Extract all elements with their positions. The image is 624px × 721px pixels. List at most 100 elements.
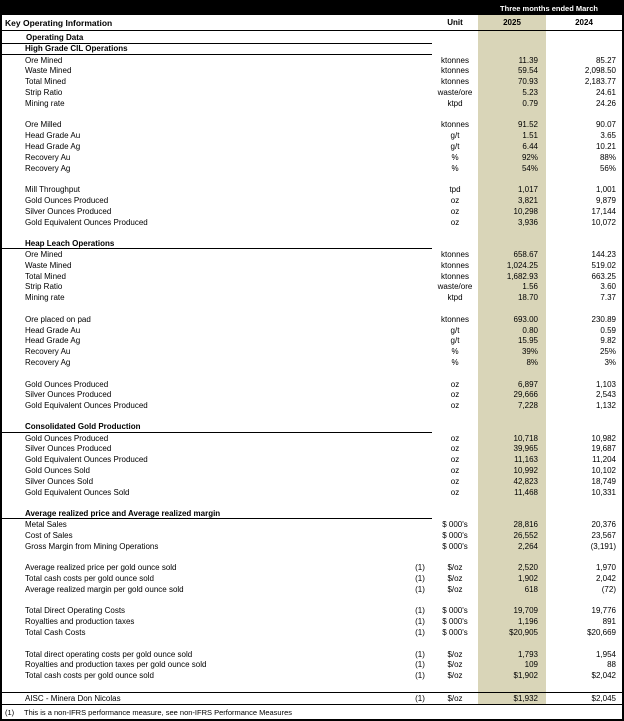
row-footnote-ref <box>408 346 432 357</box>
row-unit: g/t <box>450 142 460 152</box>
row-footnote-ref <box>408 130 432 141</box>
row-label: AISC - Minera Don Nicolas <box>25 693 121 703</box>
row-unit: oz <box>450 433 460 443</box>
row-footnote-ref <box>408 163 432 174</box>
table-row: Total Direct Operating Costs (1) $ 000's 19… <box>2 605 622 617</box>
footnote-row: (1) This is a non-IFRS performance measu… <box>2 704 622 719</box>
row-footnote-ref: (1) <box>415 649 425 659</box>
row-unit: $ 000's <box>442 519 468 529</box>
row-unit: g/t <box>450 325 460 335</box>
row-value-2024: (3,191) <box>590 541 616 551</box>
row-unit <box>432 497 478 508</box>
table-row: Silver Ounces Produced oz 10,298 17,144 <box>2 205 622 217</box>
row-unit: oz <box>450 206 460 216</box>
table-row: Gold Ounces Produced oz 6,897 1,103 <box>2 378 622 390</box>
row-footnote-ref: (1) <box>415 693 425 703</box>
row-label: Total cash costs per gold ounce sold <box>25 573 154 583</box>
row-unit <box>432 422 478 433</box>
row-footnote-ref <box>408 238 432 250</box>
row-value-2024 <box>546 44 622 55</box>
row-label: Consolidated Gold Production <box>2 422 408 433</box>
row-value-2025: 658.67 <box>478 249 546 260</box>
table-row: Strip Ratio waste/ore 5.23 24.61 <box>2 87 622 98</box>
row-value-2024: 2,098.50 <box>584 66 616 76</box>
table-row: Gold Ounces Produced oz 3,821 9,879 <box>2 195 622 206</box>
row-label: Mining rate <box>25 293 65 303</box>
row-value-2025: 1.56 <box>478 281 546 293</box>
row-footnote-ref <box>408 551 432 562</box>
spacer-row <box>2 497 622 509</box>
row-value-2024: 24.26 <box>595 98 616 108</box>
row-value-2025: 8% <box>478 357 546 368</box>
row-value-2024: $2,045 <box>591 693 616 703</box>
row-label: Ore Mined <box>25 250 63 260</box>
row-value-2025 <box>478 367 546 379</box>
row-unit <box>432 508 478 519</box>
row-value-2024: 25% <box>599 347 616 357</box>
row-value-2024: 1,970 <box>595 563 616 573</box>
row-footnote-ref <box>408 55 432 66</box>
table-row: Cost of Sales $ 000's 26,552 23,567 <box>2 529 622 541</box>
row-footnote-ref: (1) <box>415 660 425 670</box>
row-unit <box>432 174 478 185</box>
row-value-2025: 1,196 <box>478 616 546 628</box>
row-footnote-ref: (1) <box>415 606 425 616</box>
table-row: Gold Equivalent Ounces Sold oz 11,468 10,33… <box>2 486 622 498</box>
row-unit: % <box>451 163 459 173</box>
section-row: High Grade CIL Operations <box>2 44 622 55</box>
row-footnote-ref <box>408 390 432 401</box>
row-unit: ktpd <box>447 293 463 303</box>
row-value-2025: 11.39 <box>478 54 546 66</box>
row-label: Gold Equivalent Ounces Produced <box>25 217 148 227</box>
row-value-2024: 24.61 <box>595 88 616 98</box>
row-unit <box>432 368 478 379</box>
row-unit: $/oz <box>447 671 463 681</box>
row-unit <box>432 681 478 692</box>
row-value-2024: 90.07 <box>595 120 616 130</box>
row-label: Gold Equivalent Ounces Produced <box>25 401 148 411</box>
row-label: Royalties and production taxes <box>25 617 135 627</box>
row-value-2024: 519.02 <box>591 260 616 270</box>
row-label <box>2 109 408 120</box>
row-value-2025 <box>478 411 546 422</box>
row-label: Mining rate <box>25 98 65 108</box>
row-unit: oz <box>450 444 460 454</box>
row-value-2024: 23,567 <box>591 530 616 540</box>
row-unit <box>432 551 478 562</box>
row-value-2025: 54% <box>478 162 546 174</box>
table-row: Gold Equivalent Ounces Produced oz 11,163 1… <box>2 454 622 466</box>
row-label: Total Mined <box>25 77 66 87</box>
row-unit: $/oz <box>447 649 463 659</box>
row-unit: $/oz <box>447 563 463 573</box>
row-value-2024: 0.59 <box>600 325 616 335</box>
spacer-row <box>2 681 622 692</box>
table-row: Recovery Au% 92% 88% <box>2 151 622 163</box>
row-footnote-ref <box>408 595 432 606</box>
row-footnote-ref <box>408 411 432 422</box>
row-value-2025: 10,298 <box>478 205 546 217</box>
unit-column-header: Unit <box>432 15 478 31</box>
row-footnote-ref <box>408 433 432 444</box>
spacer-row <box>2 551 622 563</box>
row-value-2025 <box>478 44 546 55</box>
spacer-row <box>2 227 622 239</box>
row-label: Gross Margin from Mining Operations <box>25 541 159 551</box>
row-footnote-ref <box>408 508 432 520</box>
row-label: Waste Mined <box>25 260 72 270</box>
row-unit: % <box>451 152 459 162</box>
table-row: Gold Ounces Produced oz 10,718 10,982 <box>2 432 622 444</box>
row-label: Silver Ounces Sold <box>25 476 94 486</box>
spacer-row <box>2 108 622 120</box>
table-row: Gross Margin from Mining Operations $ 000… <box>2 540 622 552</box>
row-label: Ore placed on pad <box>25 314 91 324</box>
row-value-2024: 3% <box>604 358 616 367</box>
row-label: Average realized price per gold ounce so… <box>25 563 177 573</box>
operating-data-heading-row: Operating Data <box>2 31 622 44</box>
row-unit: oz <box>450 217 460 227</box>
row-label <box>2 681 408 692</box>
row-footnote-ref <box>408 465 432 476</box>
row-label: Head Grade Ag <box>25 142 81 152</box>
row-unit: ktonnes <box>440 77 470 87</box>
row-footnote-ref: (1) <box>415 563 425 573</box>
